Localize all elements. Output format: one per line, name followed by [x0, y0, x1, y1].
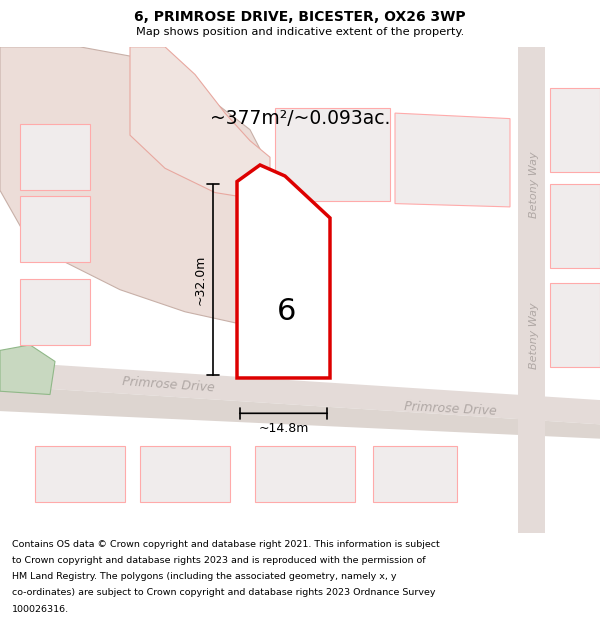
- Polygon shape: [0, 47, 275, 322]
- Polygon shape: [20, 124, 90, 191]
- Polygon shape: [275, 107, 390, 201]
- Polygon shape: [373, 446, 457, 502]
- Text: Betony Way: Betony Way: [529, 302, 539, 369]
- Polygon shape: [255, 446, 355, 502]
- Polygon shape: [518, 47, 545, 532]
- Text: 6, PRIMROSE DRIVE, BICESTER, OX26 3WP: 6, PRIMROSE DRIVE, BICESTER, OX26 3WP: [134, 10, 466, 24]
- Text: ~377m²/~0.093ac.: ~377m²/~0.093ac.: [210, 109, 390, 128]
- Polygon shape: [35, 446, 125, 502]
- Polygon shape: [140, 446, 230, 502]
- Text: HM Land Registry. The polygons (including the associated geometry, namely x, y: HM Land Registry. The polygons (includin…: [12, 572, 397, 581]
- Polygon shape: [550, 283, 600, 367]
- Polygon shape: [0, 361, 600, 424]
- Polygon shape: [247, 266, 318, 378]
- Text: Map shows position and indicative extent of the property.: Map shows position and indicative extent…: [136, 26, 464, 36]
- Text: Betony Way: Betony Way: [529, 151, 539, 218]
- Polygon shape: [237, 165, 330, 378]
- Text: Primrose Drive: Primrose Drive: [403, 400, 497, 418]
- Polygon shape: [550, 88, 600, 172]
- Polygon shape: [0, 386, 600, 439]
- Polygon shape: [0, 345, 55, 394]
- Polygon shape: [395, 113, 510, 207]
- Text: to Crown copyright and database rights 2023 and is reproduced with the permissio: to Crown copyright and database rights 2…: [12, 556, 425, 565]
- Polygon shape: [20, 279, 90, 345]
- Text: Contains OS data © Crown copyright and database right 2021. This information is : Contains OS data © Crown copyright and d…: [12, 540, 440, 549]
- Text: 6: 6: [277, 298, 296, 326]
- Text: ~14.8m: ~14.8m: [259, 422, 308, 435]
- Polygon shape: [550, 184, 600, 268]
- Text: co-ordinates) are subject to Crown copyright and database rights 2023 Ordnance S: co-ordinates) are subject to Crown copyr…: [12, 589, 436, 598]
- Text: 100026316.: 100026316.: [12, 604, 69, 614]
- Polygon shape: [130, 47, 270, 201]
- Text: Primrose Drive: Primrose Drive: [121, 375, 215, 394]
- Text: ~32.0m: ~32.0m: [193, 254, 206, 305]
- Polygon shape: [20, 196, 90, 262]
